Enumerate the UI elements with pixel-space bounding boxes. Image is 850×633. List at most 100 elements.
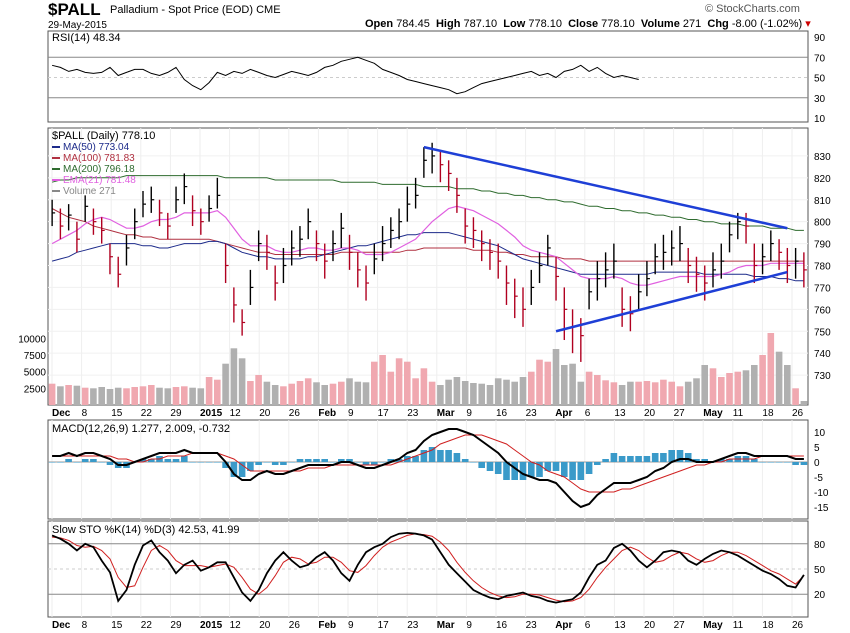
macd-histogram-bar [148,459,155,462]
macd-panel-frame [47,419,809,520]
macd-histogram-bar [470,462,477,463]
volume-bar [569,363,576,405]
price-x-tick-label: 26 [792,408,804,419]
macd-tick-label: 5 [814,443,820,454]
macd-tick-label: -15 [814,503,829,514]
macd-histogram-bar [561,462,568,477]
macd-histogram-bar [503,462,510,480]
price-x-tick-label: 13 [614,408,626,419]
sto-x-tick-label: 9 [348,620,354,631]
volume-bar [197,388,205,405]
macd-histogram-bar [362,462,370,465]
volume-bar [742,370,750,405]
volume-bar [205,377,213,405]
volume-bar [238,358,246,405]
volume-bar [313,382,320,405]
price-tick-label: 830 [814,152,831,163]
volume-bar [684,381,692,405]
volume-bar [800,401,808,405]
macd-histogram-bar [528,462,535,477]
price-x-tick-label: 16 [496,408,508,419]
macd-histogram-bar [90,459,97,462]
volume-bar [412,378,419,405]
price-x-tick-label: 23 [407,408,419,419]
macd-histogram-bar [395,459,403,462]
macd-histogram-bar [759,462,766,463]
macd-histogram-bar [701,459,708,462]
price-x-tick-label: 27 [674,408,686,419]
quote-summary: Open 784.45 High 787.10 Low 778.10 Close… [365,18,811,30]
volume-bar [486,385,494,405]
macd-histogram-bar [519,462,527,480]
volume-bar [48,383,56,405]
sto-tick-label: 50 [814,565,826,576]
macd-histogram-bar [57,462,64,463]
volume-bar [478,383,485,405]
volume-bar [461,381,469,405]
price-title: $PALL (Daily) 778.10 [52,130,155,142]
volume-bar [494,378,502,405]
volume-bar [627,381,634,405]
macd-histogram-bar [784,462,791,463]
macd-histogram-bar [98,462,105,463]
volume-bar [767,333,775,405]
volume-bar [594,375,601,405]
price-x-tick-label: Dec [52,408,71,419]
ema21-line [51,205,804,286]
sto-x-tick-label: Dec [52,620,71,631]
sto-x-tick-label: 2015 [200,620,223,631]
rsi-tick-label: 50 [814,74,826,85]
sto-x-tick-label: 11 [733,620,744,631]
rsi-line [51,56,639,95]
volume-bar [222,363,229,405]
macd-histogram-bar [437,450,444,462]
legend-label-ma100: MA(100) 781.83 [63,153,135,164]
sto-x-tick-label: 17 [378,620,390,631]
price-tick-label: 780 [814,262,831,273]
price-tick-label: 740 [814,349,831,360]
macd-histogram-bar [569,462,576,480]
volume-bar [321,385,328,405]
macd-histogram-bar [73,462,81,463]
volume-bar [610,382,618,405]
macd-histogram-bar [627,456,634,462]
price-x-tick-label: Mar [437,408,455,419]
volume-bar [73,385,81,405]
sto-x-tick-label: 22 [141,620,153,631]
macd-histogram-bar [255,462,262,465]
volume-bar [693,378,700,405]
volume-tick-label: 7500 [24,351,47,362]
price-x-tick-label: 6 [585,408,591,419]
close-value: 778.10 [601,18,635,30]
volume-bar [263,381,271,405]
macd-histogram-bar [767,462,775,463]
high-value: 787.10 [463,18,498,30]
macd-tick-label: -5 [814,473,823,484]
price-x-tick-label: 9 [466,408,472,419]
price-x-tick-label: Feb [318,408,336,419]
sto-x-tick-label: 6 [585,620,591,631]
sto-x-tick-label: 23 [407,620,419,631]
sto-x-tick-label: 16 [496,620,508,631]
price-x-tick-label: Apr [555,408,572,419]
macd-histogram-bar [552,462,560,471]
price-x-tick-label: 9 [348,408,354,419]
macd-histogram-bar [800,462,808,465]
credit-text: © StockCharts.com [705,3,800,15]
macd-histogram-bar [511,462,518,480]
volume-bar [668,381,675,405]
macd-histogram-bar [618,456,626,462]
trendline-upper [423,145,788,230]
macd-histogram-bar [371,462,378,465]
volume-bar [519,377,527,405]
volume-bar [437,385,444,405]
volume-bar [354,381,362,405]
volume-bar [139,386,147,405]
macd-histogram-bar [189,462,196,463]
macd-histogram-bar [585,462,593,474]
macd-histogram-bar [263,462,271,463]
volume-bar [106,389,114,405]
macd-histogram-bar [139,459,147,462]
macd-histogram-bar [660,453,667,462]
volume-bar [635,381,642,405]
